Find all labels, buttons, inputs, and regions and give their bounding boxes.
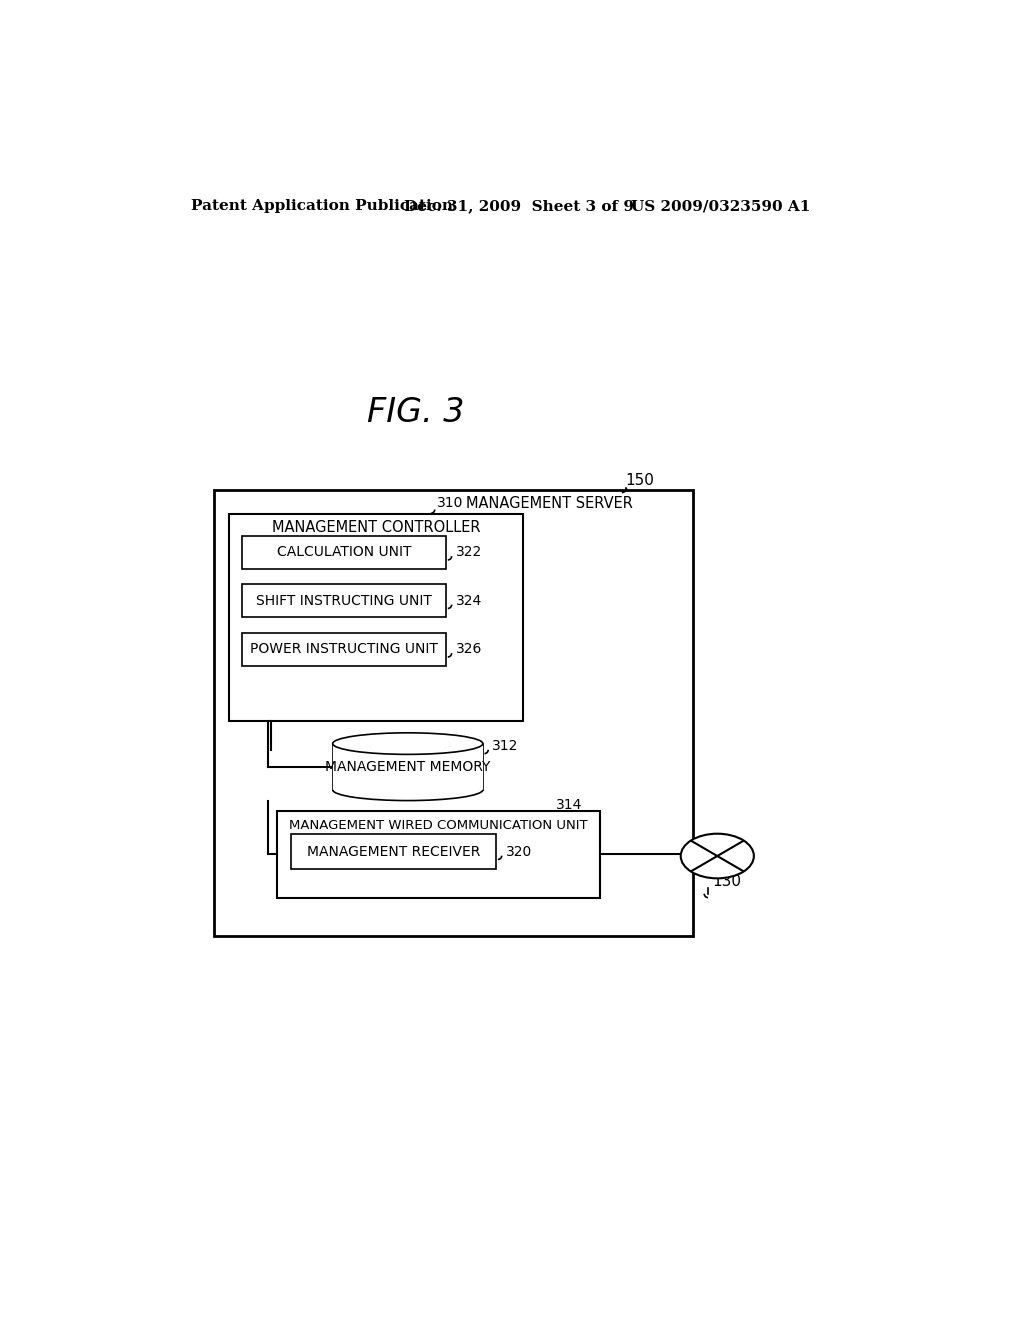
Text: MANAGEMENT CONTROLLER: MANAGEMENT CONTROLLER bbox=[272, 520, 480, 536]
Text: MANAGEMENT RECEIVER: MANAGEMENT RECEIVER bbox=[307, 845, 480, 859]
Text: 322: 322 bbox=[456, 545, 481, 560]
Text: 312: 312 bbox=[493, 739, 518, 752]
Text: 314: 314 bbox=[556, 799, 583, 812]
Text: SHIFT INSTRUCTING UNIT: SHIFT INSTRUCTING UNIT bbox=[256, 594, 432, 607]
Bar bbox=[243, 536, 446, 569]
Bar bbox=[333, 743, 483, 789]
Text: MANAGEMENT SERVER: MANAGEMENT SERVER bbox=[466, 496, 633, 511]
Bar bbox=[229, 513, 523, 721]
Text: Patent Application Publication: Patent Application Publication bbox=[190, 199, 453, 213]
Bar bbox=[243, 585, 446, 618]
Bar bbox=[276, 812, 600, 898]
Text: 130: 130 bbox=[712, 874, 741, 888]
Text: 150: 150 bbox=[626, 473, 654, 488]
Bar bbox=[291, 834, 497, 869]
Text: MANAGEMENT WIRED COMMUNICATION UNIT: MANAGEMENT WIRED COMMUNICATION UNIT bbox=[289, 818, 588, 832]
Ellipse shape bbox=[333, 733, 483, 755]
Text: 326: 326 bbox=[456, 643, 482, 656]
Bar bbox=[214, 490, 692, 936]
Text: CALCULATION UNIT: CALCULATION UNIT bbox=[276, 545, 412, 560]
Text: US 2009/0323590 A1: US 2009/0323590 A1 bbox=[631, 199, 810, 213]
Bar bbox=[243, 632, 446, 665]
Ellipse shape bbox=[681, 834, 754, 878]
Text: Dec. 31, 2009  Sheet 3 of 9: Dec. 31, 2009 Sheet 3 of 9 bbox=[403, 199, 634, 213]
Text: FIG. 3: FIG. 3 bbox=[367, 396, 464, 429]
Text: 310: 310 bbox=[437, 496, 464, 511]
Text: POWER INSTRUCTING UNIT: POWER INSTRUCTING UNIT bbox=[250, 643, 438, 656]
Text: 320: 320 bbox=[506, 845, 531, 859]
Text: MANAGEMENT MEMORY: MANAGEMENT MEMORY bbox=[325, 760, 490, 774]
Text: 324: 324 bbox=[456, 594, 481, 607]
